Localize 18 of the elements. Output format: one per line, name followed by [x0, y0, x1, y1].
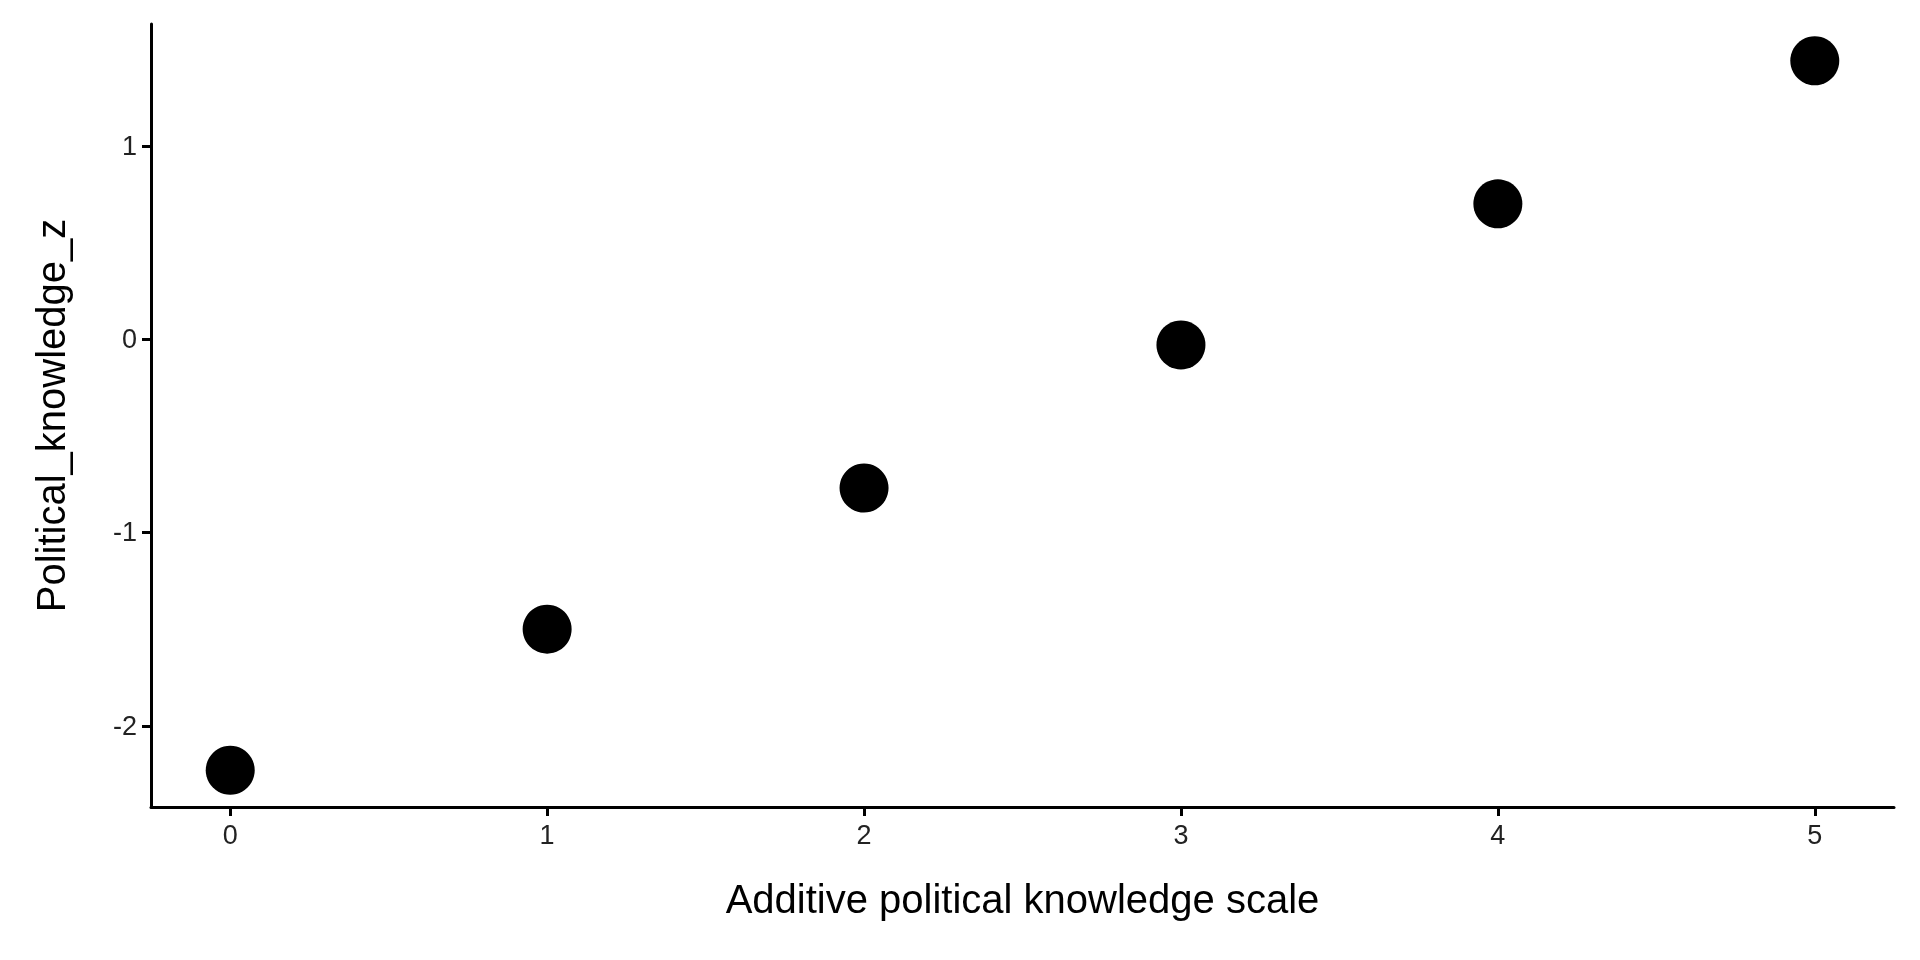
- point: [205, 745, 255, 795]
- point: [839, 463, 889, 513]
- point: [522, 604, 572, 654]
- y-axis-title: Political_knowledge_z: [29, 218, 73, 613]
- y-tick-label: -1: [112, 517, 137, 548]
- x-tick-label: 0: [222, 819, 238, 850]
- point: [1790, 36, 1840, 86]
- x-axis-title: Additive political knowledge scale: [725, 877, 1320, 921]
- x-tick-label: 4: [1490, 819, 1506, 850]
- y-tick-label: 0: [121, 324, 137, 355]
- y-tick-label: -2: [112, 710, 137, 741]
- x-tick-label: 1: [539, 819, 555, 850]
- point: [1473, 179, 1523, 229]
- y-tick-label: 1: [121, 130, 137, 161]
- x-tick-label: 3: [1173, 819, 1189, 850]
- x-tick-label: 5: [1807, 819, 1823, 850]
- x-tick-label: 2: [856, 819, 872, 850]
- point: [1156, 320, 1206, 370]
